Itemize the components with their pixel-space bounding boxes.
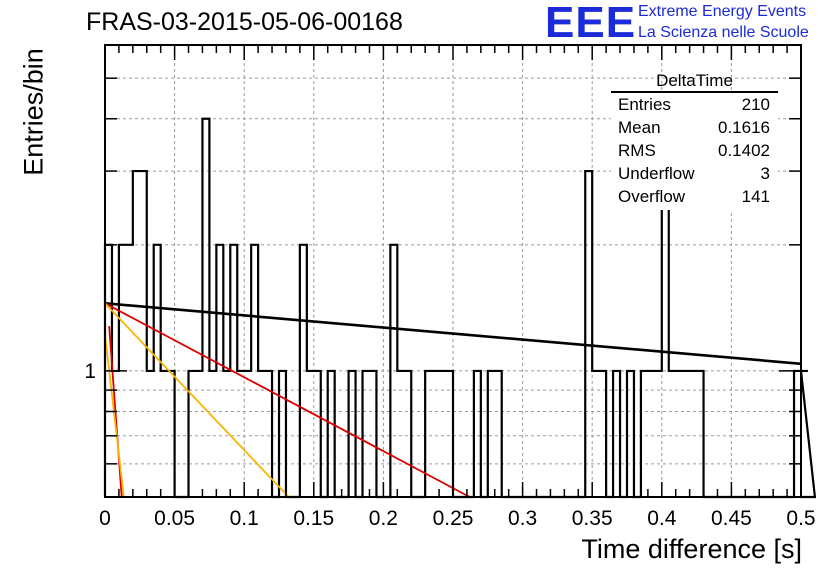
x-tick-label: 0.5 xyxy=(786,507,815,530)
stats-row-label: Underflow xyxy=(618,164,695,183)
stats-row-value: 210 xyxy=(742,95,770,114)
stats-row-label: Mean xyxy=(618,118,661,137)
x-tick-label: 0 xyxy=(99,507,111,530)
y-tick-label: 1 xyxy=(84,360,96,383)
fit-line-orange xyxy=(104,302,290,498)
x-tick-label: 0.4 xyxy=(647,507,677,530)
stats-box xyxy=(611,90,778,210)
x-tick-label: 0.05 xyxy=(154,507,195,530)
x-tick-label: 0.1 xyxy=(230,507,259,530)
stats-name: DeltaTime xyxy=(656,71,733,90)
stats-row-value: 3 xyxy=(761,164,770,183)
x-tick-label: 0.35 xyxy=(572,507,613,530)
eee-logo: EEE xyxy=(545,0,637,47)
x-tick-label: 0.25 xyxy=(433,507,474,530)
x-tick-label: 0.3 xyxy=(508,507,537,530)
fit-line-orange-steep xyxy=(104,334,125,498)
stats-row-value: 141 xyxy=(742,187,770,206)
stats-row-value: 0.1616 xyxy=(718,118,770,137)
x-tick-label: 0.45 xyxy=(711,507,752,530)
stats-row-label: Entries xyxy=(618,95,671,114)
stats-row-label: Overflow xyxy=(618,187,686,206)
fit-line-black xyxy=(104,302,802,366)
stats-row-label: RMS xyxy=(618,141,656,160)
x-axis-label: Time difference [s] xyxy=(581,534,802,564)
chart-title: FRAS-03-2015-05-06-00168 xyxy=(86,8,403,36)
x-tick-label: 0.15 xyxy=(293,507,334,530)
fit-line-red xyxy=(104,302,471,498)
stats-row-value: 0.1402 xyxy=(718,141,770,160)
logo-caption-line2: La Scienza nelle Scuole xyxy=(638,24,809,41)
x-tick-label: 0.2 xyxy=(369,507,398,530)
logo-caption-line1: Extreme Energy Events xyxy=(638,3,807,20)
